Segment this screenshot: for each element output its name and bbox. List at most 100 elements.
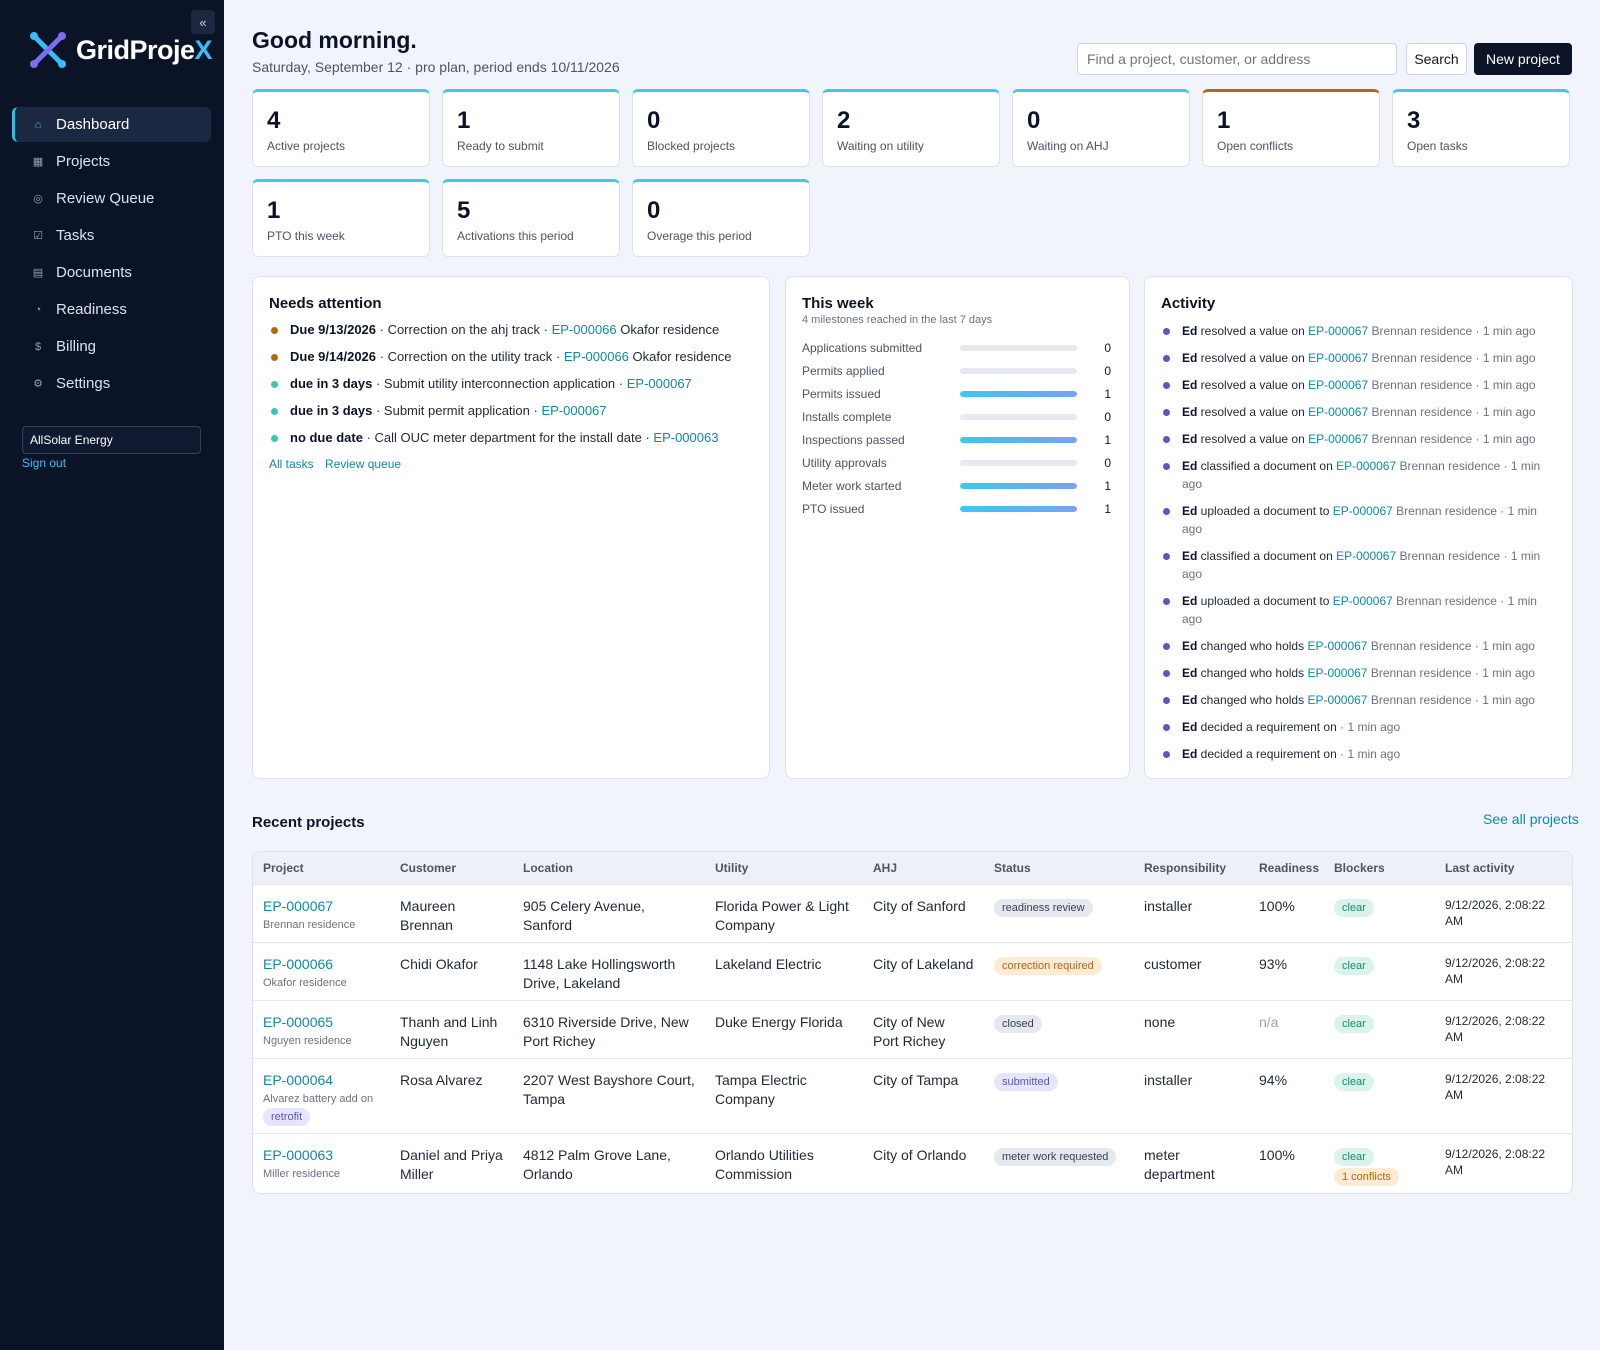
status-badge: meter work requested [994, 1147, 1117, 1166]
sidebar-item-settings[interactable]: ⚙ Settings [12, 366, 211, 401]
project-link[interactable]: EP-000064 [263, 1071, 334, 1088]
table-row[interactable]: EP-000065 Nguyen residence Thanh and Linh … [253, 999, 1572, 1058]
activity-item: Ed classified a document on EP-000067 Br… [1161, 547, 1556, 583]
new-project-button[interactable]: New project [1474, 43, 1572, 75]
sign-out-link[interactable]: Sign out [22, 456, 67, 470]
project-link[interactable]: EP-000067 [1308, 324, 1369, 338]
stat-card-active-projects[interactable]: 4 Active projects [252, 89, 430, 167]
project-link[interactable]: EP-000067 [263, 897, 334, 914]
project-link[interactable]: EP-000067 [1332, 594, 1393, 608]
project-name: Brennan residence [1368, 405, 1473, 419]
project-name: Nguyen residence [263, 1034, 352, 1047]
stat-card-ready-to-submit[interactable]: 1 Ready to submit [442, 89, 620, 167]
collapse-sidebar-button[interactable]: « [191, 10, 215, 34]
table-row[interactable]: EP-000063 Miller residence Daniel and Priy… [253, 1132, 1572, 1193]
sidebar-item-dashboard[interactable]: ⌂ Dashboard [12, 107, 211, 142]
project-link[interactable]: EP-000067 [1308, 378, 1369, 392]
stat-card-waiting-on-utility[interactable]: 2 Waiting on utility [822, 89, 1000, 167]
review-queue-link[interactable]: Review queue [325, 457, 402, 471]
sidebar-item-documents[interactable]: ▤ Documents [12, 255, 211, 290]
search-button[interactable]: Search [1406, 43, 1467, 75]
stat-label: Open conflicts [1217, 139, 1294, 153]
sidebar-item-readiness[interactable]: ◔ Readiness [12, 292, 211, 327]
search-input[interactable] [1077, 43, 1397, 75]
column-header-blockers[interactable]: Blockers [1324, 852, 1435, 884]
project-name: Miller residence [263, 1167, 341, 1180]
all-tasks-link[interactable]: All tasks [269, 457, 314, 471]
activity-action: resolved a value on [1197, 405, 1309, 419]
sidebar-item-label: Readiness [56, 301, 127, 318]
column-header-project[interactable]: Project [253, 852, 390, 884]
table-row[interactable]: EP-000066 Okafor residence Chidi Okafor 114… [253, 941, 1572, 1000]
project-link[interactable]: EP-000067 [626, 376, 692, 391]
stat-label: Activations this period [457, 229, 574, 243]
attention-item[interactable]: Due 9/13/2026 · Correction on the ahj tr… [269, 322, 753, 338]
readiness-cell: 100% [1249, 1132, 1324, 1193]
table-row[interactable]: EP-000067 Brennan residence Maureen Brenna… [253, 883, 1572, 942]
org-select[interactable]: AllSolar Energy [22, 426, 201, 454]
column-header-location[interactable]: Location [513, 852, 705, 884]
sidebar-item-projects[interactable]: ▦ Projects [12, 144, 211, 179]
stat-card-blocked-projects[interactable]: 0 Blocked projects [632, 89, 810, 167]
project-link[interactable]: EP-000067 [541, 403, 607, 418]
sidebar-item-tasks[interactable]: ☑ Tasks [12, 218, 211, 253]
attention-item[interactable]: due in 3 days · Submit permit applicatio… [269, 403, 753, 419]
location-cell: 1148 Lake Hollingsworth Drive, Lakeland [513, 941, 705, 1000]
activity-time: · 1 min ago [1471, 693, 1535, 707]
blocker-badge: clear [1334, 898, 1374, 917]
activity-actor: Ed [1182, 324, 1198, 338]
column-header-readiness[interactable]: Readiness [1249, 852, 1324, 884]
activity-action: uploaded a document to [1197, 594, 1333, 608]
project-link[interactable]: EP-000067 [1308, 405, 1369, 419]
customer-cell: Thanh and Linh Nguyen [390, 999, 513, 1058]
project-link[interactable]: EP-000066 [551, 322, 617, 337]
activity-title: Activity [1161, 295, 1216, 312]
column-header-last-activity[interactable]: Last activity [1435, 852, 1572, 884]
stat-card-open-conflicts[interactable]: 1 Open conflicts [1202, 89, 1380, 167]
blocker-badge: clear [1334, 1147, 1374, 1166]
table-row[interactable]: EP-000064 Alvarez battery add on retrofit… [253, 1057, 1572, 1133]
project-link[interactable]: EP-000067 [1308, 432, 1369, 446]
stat-card-waiting-on-ahj[interactable]: 0 Waiting on AHJ [1012, 89, 1190, 167]
sidebar-item-billing[interactable]: $ Billing [12, 329, 211, 364]
activity-action: uploaded a document to [1197, 504, 1333, 518]
logo[interactable]: GridProjeX [28, 30, 213, 70]
sidebar-item-review-queue[interactable]: ◎ Review Queue [12, 181, 211, 216]
project-link[interactable]: EP-000067 [1308, 351, 1369, 365]
stat-card-activations-this-period[interactable]: 5 Activations this period [442, 179, 620, 257]
column-header-utility[interactable]: Utility [705, 852, 863, 884]
stat-card-open-tasks[interactable]: 3 Open tasks [1392, 89, 1570, 167]
readiness-cell: 94% [1249, 1057, 1324, 1133]
ahj-cell: City of Sanford [863, 883, 984, 942]
project-link[interactable]: EP-000067 [1336, 459, 1397, 473]
project-link[interactable]: EP-000063 [653, 430, 719, 445]
status-cell: correction required [984, 941, 1134, 1000]
project-link[interactable]: EP-000066 [263, 955, 334, 972]
project-link[interactable]: EP-000067 [1332, 504, 1393, 518]
column-header-responsibility[interactable]: Responsibility [1134, 852, 1249, 884]
stat-card-pto-this-week[interactable]: 1 PTO this week [252, 179, 430, 257]
column-header-ahj[interactable]: AHJ [863, 852, 984, 884]
project-link[interactable]: EP-000067 [1307, 639, 1368, 653]
activity-action: classified a document on [1197, 459, 1337, 473]
activity-item: Ed resolved a value on EP-000067 Brennan… [1161, 349, 1556, 367]
attention-item[interactable]: Due 9/14/2026 · Correction on the utilit… [269, 349, 753, 365]
column-header-status[interactable]: Status [984, 852, 1134, 884]
activity-action: resolved a value on [1197, 432, 1309, 446]
project-link[interactable]: EP-000063 [263, 1146, 334, 1163]
project-link[interactable]: EP-000066 [563, 349, 629, 364]
project-link[interactable]: EP-000067 [1307, 693, 1368, 707]
stat-card-overage-this-period[interactable]: 0 Overage this period [632, 179, 810, 257]
activity-actor: Ed [1182, 666, 1198, 680]
utility-cell: Orlando Utilities Commission [705, 1132, 863, 1193]
sidebar-item-label: Dashboard [56, 116, 130, 133]
recent-projects-title: Recent projects [252, 814, 365, 831]
project-link[interactable]: EP-000067 [1336, 549, 1397, 563]
attention-item[interactable]: no due date · Call OUC meter department … [269, 430, 753, 446]
see-all-projects-link[interactable]: See all projects [1483, 811, 1579, 827]
responsibility-cell: none [1134, 999, 1249, 1058]
project-link[interactable]: EP-000065 [263, 1013, 334, 1030]
attention-item[interactable]: due in 3 days · Submit utility interconn… [269, 376, 753, 392]
column-header-customer[interactable]: Customer [390, 852, 513, 884]
project-link[interactable]: EP-000067 [1307, 666, 1368, 680]
